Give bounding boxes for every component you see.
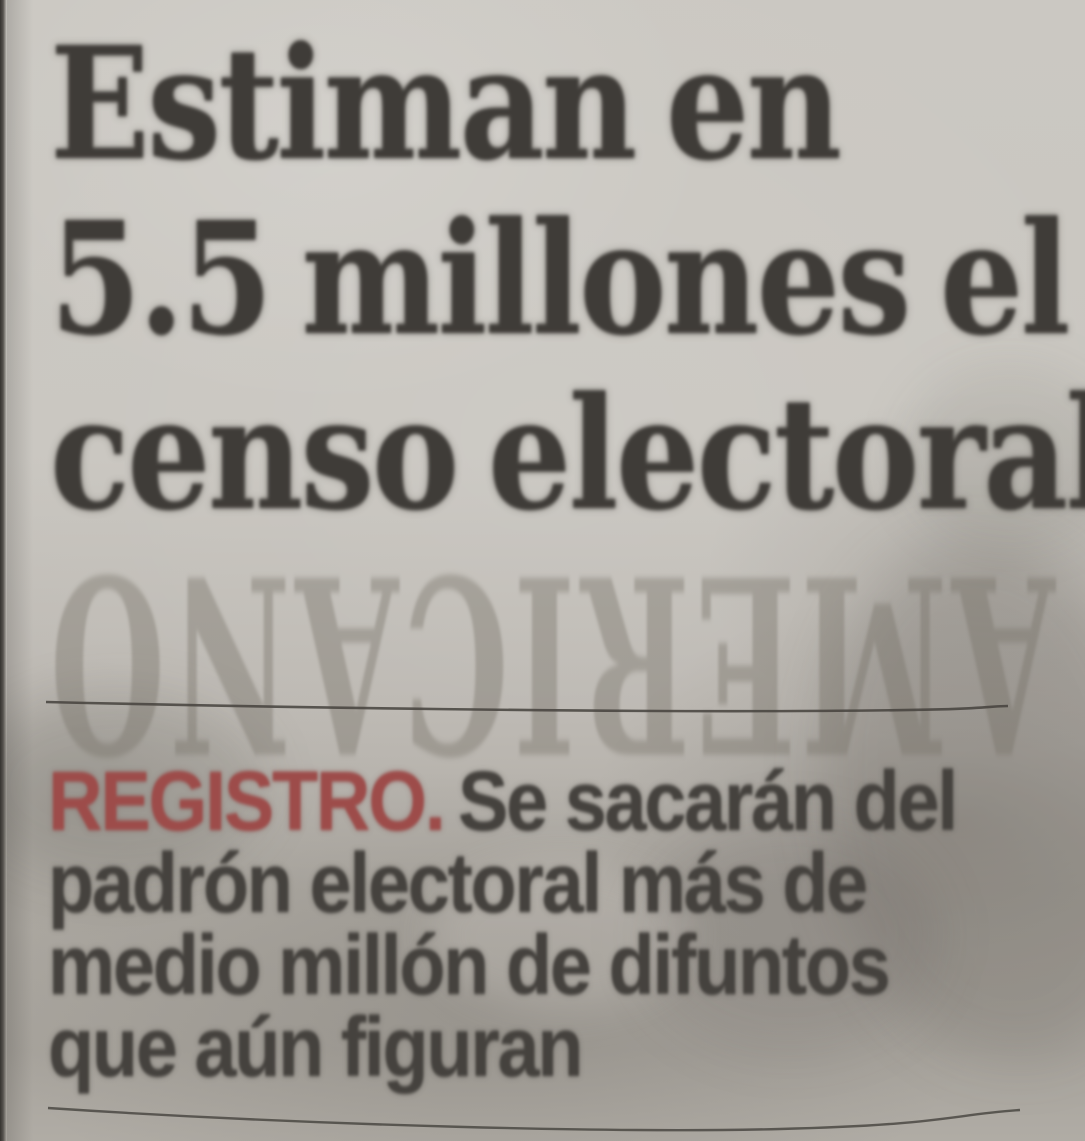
headline-line-2: 5.5 millones el [50, 187, 1071, 370]
paper-highlight [430, 860, 690, 1010]
deck-line-4: que aún figuran [48, 1000, 583, 1094]
clipping-edge-line [0, 0, 7, 1141]
deck-line-1: REGISTRO. Se sacarán del [48, 759, 958, 843]
clipping-edge-shadow [7, 0, 33, 1141]
deck: REGISTRO. Se sacarán del padrón electoral… [48, 759, 958, 1094]
kicker: REGISTRO. [48, 754, 446, 848]
paper-stain [0, 690, 270, 880]
deck-line-3: medio millón de difuntos [48, 918, 891, 1012]
separator-rule-bottom [47, 1106, 1021, 1132]
paper-stain [900, 360, 1085, 550]
paper-stain [640, 820, 940, 1050]
headline-line-1: Estiman en [50, 12, 842, 195]
headline: Estiman en 5.5 millones el censo elector… [50, 16, 1085, 541]
deck-line-1-text: Se sacarán del [457, 754, 958, 848]
bleed-through-text: AMERICANO [45, 520, 1055, 806]
deck-line-2: padrón electoral más de [48, 836, 868, 930]
headline-line-3: censo electoral [50, 362, 1085, 545]
